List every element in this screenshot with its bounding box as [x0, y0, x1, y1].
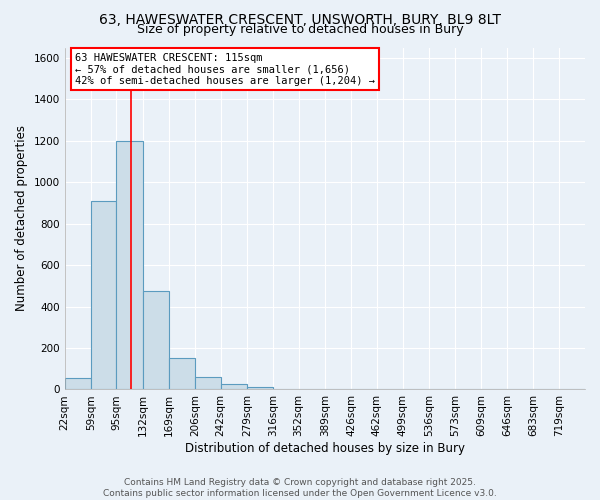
Bar: [91, 201, 116, 390]
Text: Size of property relative to detached houses in Bury: Size of property relative to detached ho…: [137, 22, 463, 36]
Text: 63, HAWESWATER CRESCENT, UNSWORTH, BURY, BL9 8LT: 63, HAWESWATER CRESCENT, UNSWORTH, BURY,…: [99, 12, 501, 26]
Bar: [195, 378, 221, 390]
X-axis label: Distribution of detached houses by size in Bury: Distribution of detached houses by size …: [185, 442, 465, 455]
Bar: [65, 378, 91, 390]
Y-axis label: Number of detached properties: Number of detached properties: [15, 126, 28, 312]
Bar: [116, 141, 143, 390]
Bar: [169, 358, 195, 390]
Bar: [221, 384, 247, 390]
Text: 63 HAWESWATER CRESCENT: 115sqm
← 57% of detached houses are smaller (1,656)
42% : 63 HAWESWATER CRESCENT: 115sqm ← 57% of …: [75, 52, 375, 86]
Text: Contains HM Land Registry data © Crown copyright and database right 2025.
Contai: Contains HM Land Registry data © Crown c…: [103, 478, 497, 498]
Bar: [247, 386, 273, 390]
Bar: [143, 291, 169, 390]
